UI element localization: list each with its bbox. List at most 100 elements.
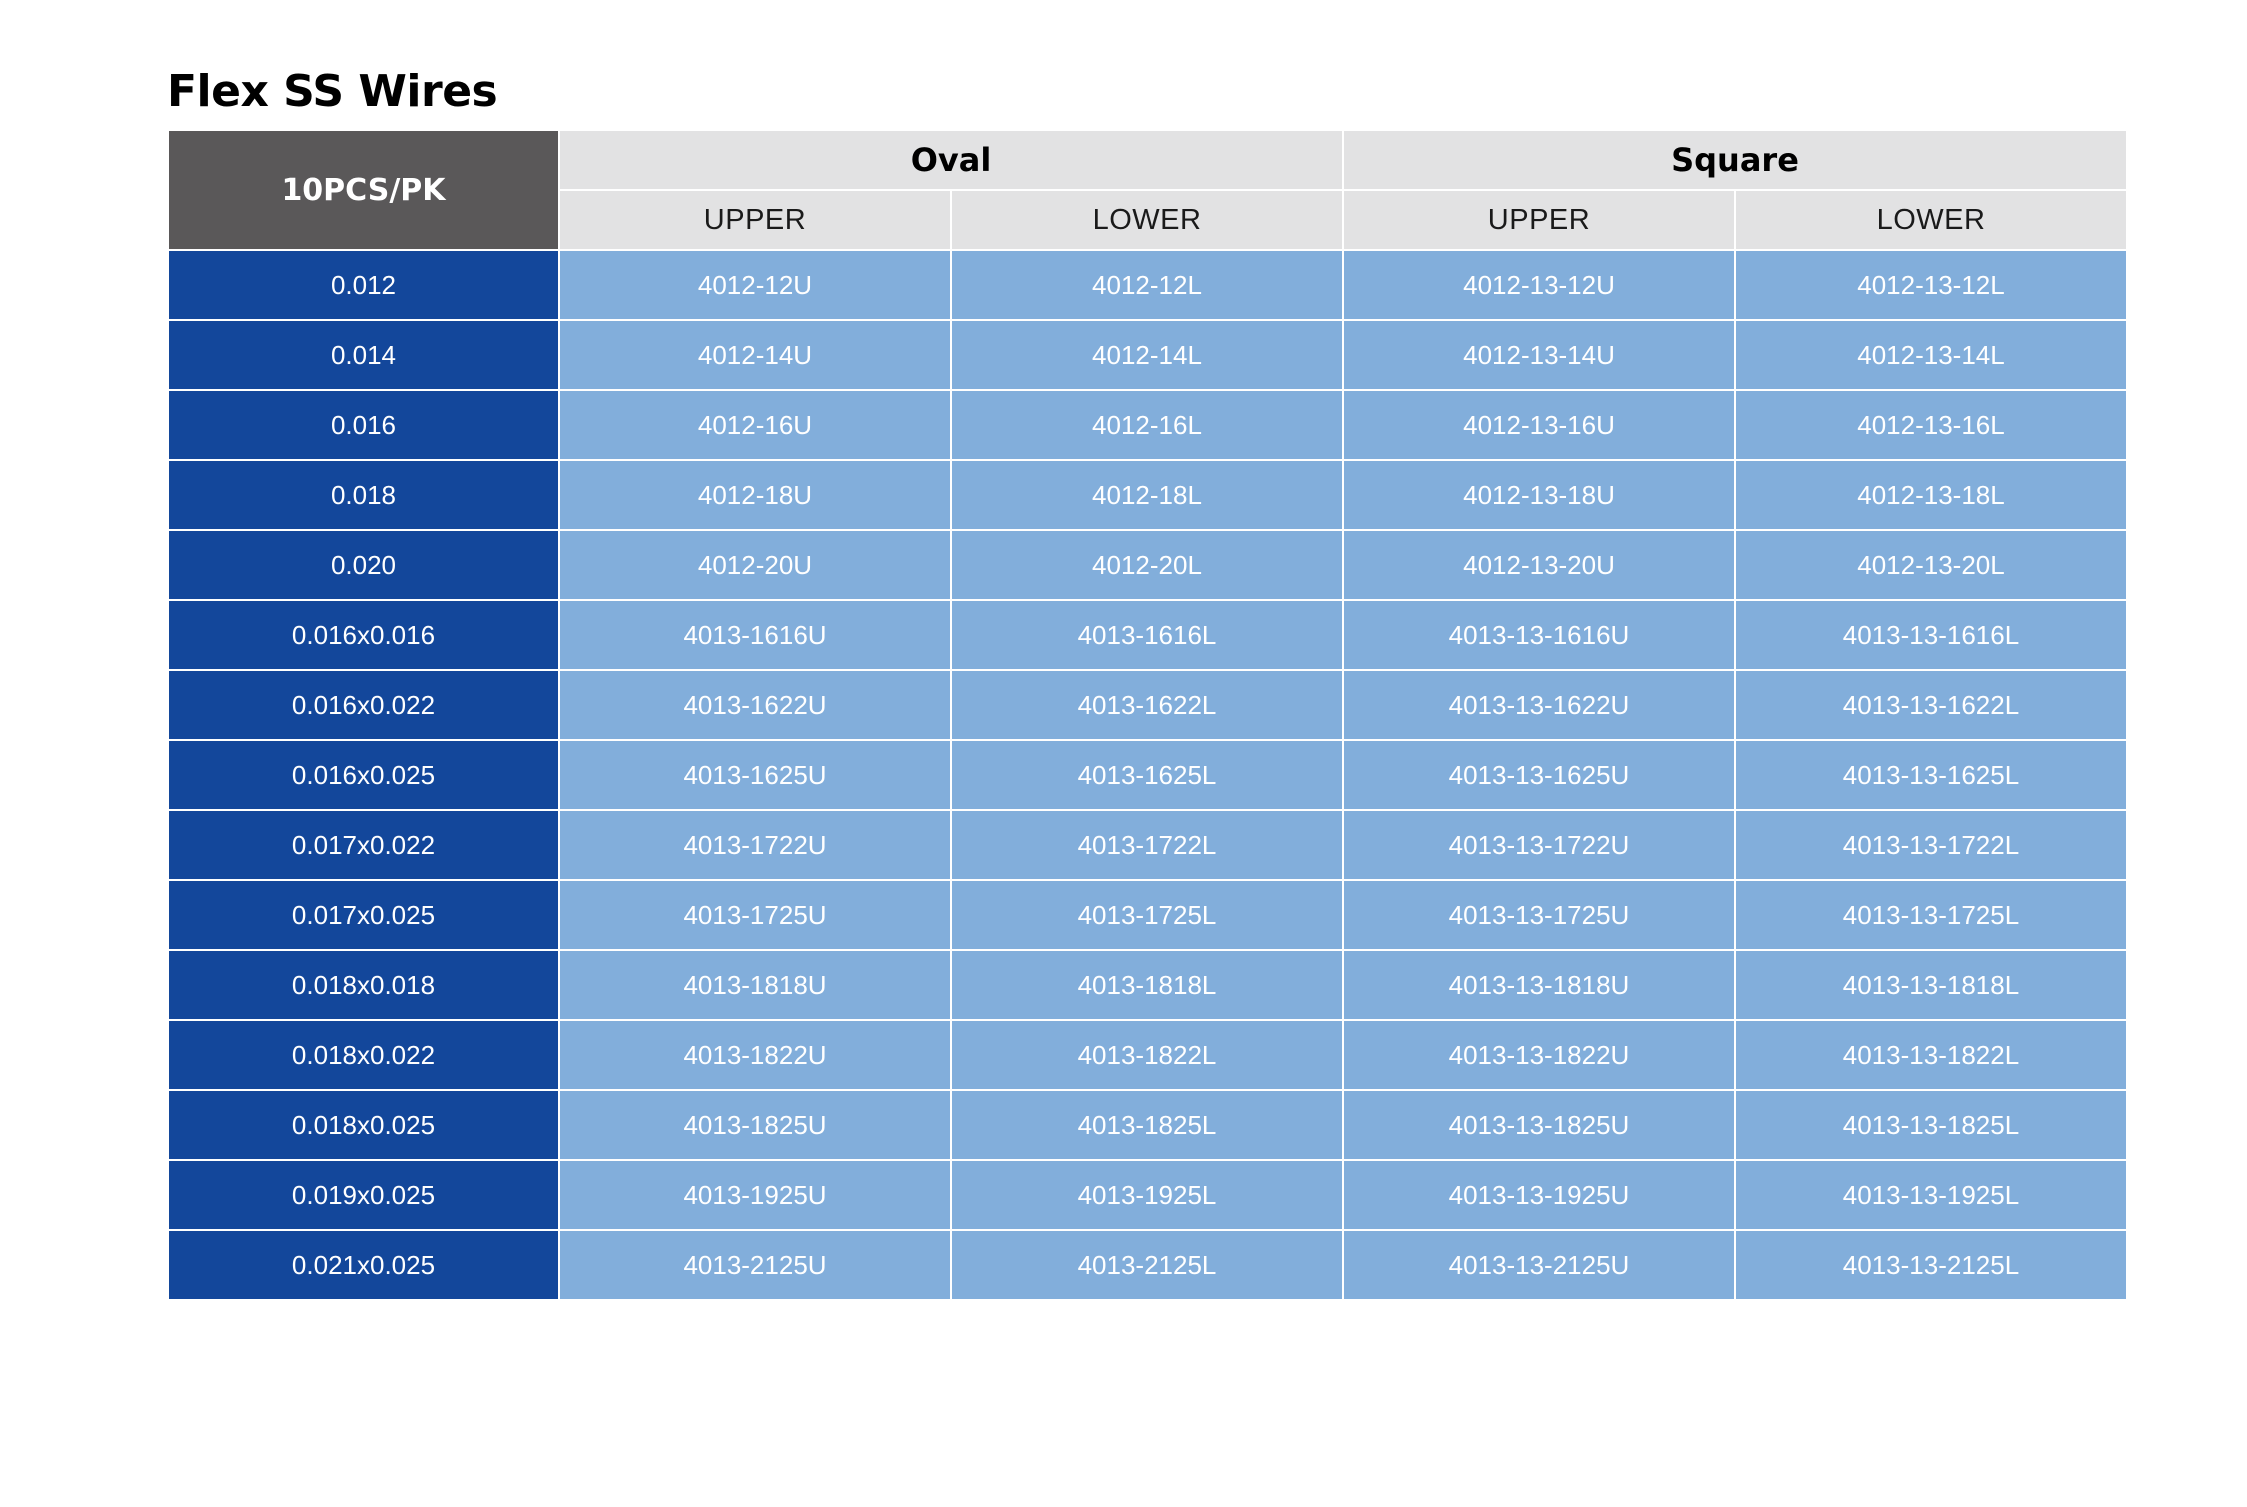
wire-size-cell: 0.017x0.022 [167,809,560,881]
part-number-square-upper: 4012-13-14U [1342,319,1736,391]
wire-size-cell: 0.016x0.022 [167,669,560,741]
part-number-square-upper: 4013-13-1625U [1342,739,1736,811]
group-header-row: 10PCS/PK Oval Square [167,129,2128,251]
part-number-square-upper: 4013-13-2125U [1342,1229,1736,1301]
part-number-oval-lower: 4012-16L [950,389,1344,461]
part-number-square-lower: 4012-13-14L [1734,319,2128,391]
part-number-oval-upper: 4013-1725U [558,879,952,951]
wire-size-cell: 0.012 [167,249,560,321]
sub-header-oval-lower: LOWER [950,189,1344,251]
part-number-oval-upper: 4013-1818U [558,949,952,1021]
table-row: 0.021x0.025 4013-2125U 4013-2125L 4013-13-2… [167,1229,2128,1301]
part-number-oval-upper: 4012-16U [558,389,952,461]
part-number-square-upper: 4013-13-1822U [1342,1019,1736,1091]
part-number-oval-lower: 4013-1625L [950,739,1344,811]
part-number-square-lower: 4012-13-16L [1734,389,2128,461]
table-row: 0.016x0.025 4013-1625U 4013-1625L 4013-13-1… [167,739,2128,811]
wire-size-cell: 0.018x0.018 [167,949,560,1021]
table-body: 0.012 4012-12U 4012-12L 4012-13-12U 4012-13-… [167,249,2128,1301]
part-number-oval-lower: 4012-20L [950,529,1344,601]
part-number-square-lower: 4013-13-1725L [1734,879,2128,951]
part-number-square-upper: 4012-13-12U [1342,249,1736,321]
table-row: 0.016x0.016 4013-1616U 4013-1616L 4013-13-1… [167,599,2128,671]
part-number-oval-upper: 4013-1616U [558,599,952,671]
wire-size-cell: 0.018x0.025 [167,1089,560,1161]
part-number-square-lower: 4013-13-1818L [1734,949,2128,1021]
part-number-oval-upper: 4012-14U [558,319,952,391]
part-number-square-lower: 4013-13-1616L [1734,599,2128,671]
table-row: 0.016 4012-16U 4012-16L 4012-13-16U 4012-13-… [167,389,2128,461]
part-number-square-lower: 4013-13-1622L [1734,669,2128,741]
wire-size-cell: 0.020 [167,529,560,601]
part-number-square-lower: 4012-13-20L [1734,529,2128,601]
pack-size-header: 10PCS/PK [167,129,560,251]
wire-size-cell: 0.014 [167,319,560,391]
table-row: 0.012 4012-12U 4012-12L 4012-13-12U 4012-13-… [167,249,2128,321]
part-number-square-lower: 4013-13-1925L [1734,1159,2128,1231]
part-number-oval-upper: 4012-18U [558,459,952,531]
wire-size-cell: 0.021x0.025 [167,1229,560,1301]
part-number-oval-lower: 4012-12L [950,249,1344,321]
part-number-oval-upper: 4013-1825U [558,1089,952,1161]
part-number-oval-lower: 4012-18L [950,459,1344,531]
part-number-oval-lower: 4012-14L [950,319,1344,391]
part-number-square-upper: 4013-13-1722U [1342,809,1736,881]
part-number-oval-upper: 4013-1822U [558,1019,952,1091]
part-number-oval-upper: 4013-2125U [558,1229,952,1301]
table-row: 0.018x0.022 4013-1822U 4013-1822L 4013-13-1… [167,1019,2128,1091]
part-number-square-lower: 4012-13-18L [1734,459,2128,531]
part-number-square-lower: 4012-13-12L [1734,249,2128,321]
part-number-square-lower: 4013-13-1625L [1734,739,2128,811]
table-row: 0.017x0.025 4013-1725U 4013-1725L 4013-13-1… [167,879,2128,951]
part-number-square-upper: 4012-13-18U [1342,459,1736,531]
part-number-oval-upper: 4012-20U [558,529,952,601]
part-number-oval-lower: 4013-2125L [950,1229,1344,1301]
sub-header-oval-upper: UPPER [558,189,952,251]
sub-header-square-lower: LOWER [1734,189,2128,251]
wire-size-cell: 0.016 [167,389,560,461]
group-header-oval: Oval [558,129,1344,191]
part-number-square-lower: 4013-13-2125L [1734,1229,2128,1301]
part-number-oval-upper: 4013-1622U [558,669,952,741]
part-number-oval-lower: 4013-1822L [950,1019,1344,1091]
sub-header-square-upper: UPPER [1342,189,1736,251]
part-number-oval-lower: 4013-1622L [950,669,1344,741]
wire-size-cell: 0.018 [167,459,560,531]
part-number-oval-lower: 4013-1825L [950,1089,1344,1161]
table-row: 0.018x0.018 4013-1818U 4013-1818L 4013-13-1… [167,949,2128,1021]
part-number-oval-upper: 4013-1625U [558,739,952,811]
part-number-oval-lower: 4013-1725L [950,879,1344,951]
table-row: 0.014 4012-14U 4012-14L 4012-13-14U 4012-13-… [167,319,2128,391]
part-number-oval-upper: 4013-1925U [558,1159,952,1231]
part-number-square-upper: 4013-13-1725U [1342,879,1736,951]
group-header-square: Square [1342,129,2128,191]
table-row: 0.018 4012-18U 4012-18L 4012-13-18U 4012-13-… [167,459,2128,531]
part-number-square-upper: 4012-13-20U [1342,529,1736,601]
table-row: 0.020 4012-20U 4012-20L 4012-13-20U 4012-13-… [167,529,2128,601]
part-number-oval-upper: 4013-1722U [558,809,952,881]
part-number-oval-lower: 4013-1818L [950,949,1344,1021]
wire-size-cell: 0.016x0.016 [167,599,560,671]
part-number-square-lower: 4013-13-1825L [1734,1089,2128,1161]
wire-size-cell: 0.018x0.022 [167,1019,560,1091]
wire-table: 10PCS/PK Oval Square UPPER LOWER UPPER L… [167,129,2128,1301]
table-row: 0.016x0.022 4013-1622U 4013-1622L 4013-13-1… [167,669,2128,741]
part-number-square-lower: 4013-13-1822L [1734,1019,2128,1091]
part-number-square-upper: 4013-13-1925U [1342,1159,1736,1231]
sub-header-row: UPPER LOWER UPPER LOWER [168,189,2128,251]
table-row: 0.018x0.025 4013-1825U 4013-1825L 4013-13-1… [167,1089,2128,1161]
part-number-square-upper: 4012-13-16U [1342,389,1736,461]
wire-size-cell: 0.019x0.025 [167,1159,560,1231]
part-number-oval-lower: 4013-1722L [950,809,1344,881]
part-number-square-upper: 4013-13-1825U [1342,1089,1736,1161]
page-title: Flex SS Wires [167,66,498,117]
part-number-square-upper: 4013-13-1818U [1342,949,1736,1021]
part-number-oval-upper: 4012-12U [558,249,952,321]
part-number-oval-lower: 4013-1616L [950,599,1344,671]
part-number-square-upper: 4013-13-1622U [1342,669,1736,741]
table-row: 0.017x0.022 4013-1722U 4013-1722L 4013-13-1… [167,809,2128,881]
part-number-oval-lower: 4013-1925L [950,1159,1344,1231]
wire-size-cell: 0.016x0.025 [167,739,560,811]
wire-size-cell: 0.017x0.025 [167,879,560,951]
part-number-square-upper: 4013-13-1616U [1342,599,1736,671]
